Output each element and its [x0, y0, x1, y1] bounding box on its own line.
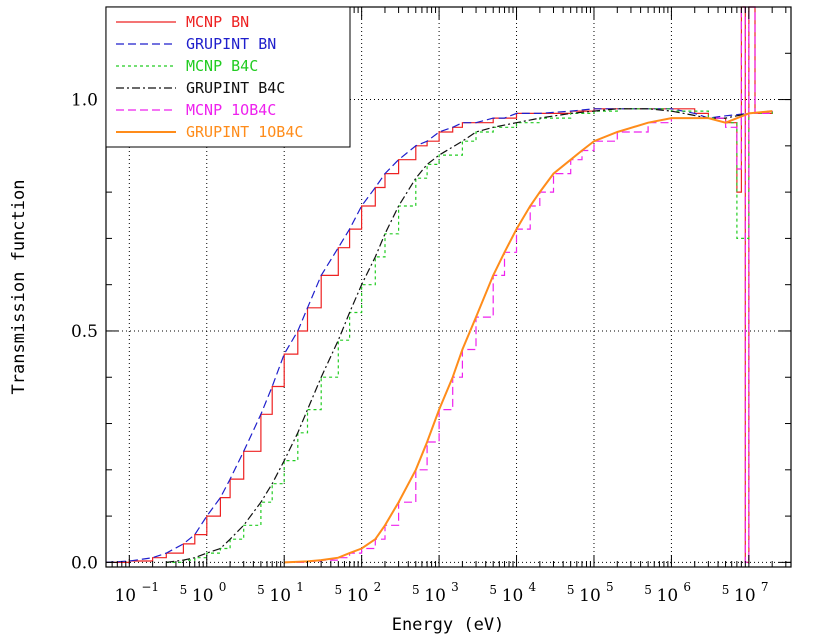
- x-minor-label: 5: [335, 583, 343, 597]
- x-tick-label: 10: [657, 586, 679, 606]
- axis-ticks: 10 −1 10 0 10 1 10 2 10 3 10 4 10 5 10 6 10 7 5 5 5 5 5 5 5 5 0.0 0…: [71, 6, 791, 606]
- x-tick-exponent: 2: [374, 580, 382, 594]
- x-tick-exponent: 5: [606, 580, 614, 594]
- x-tick-label: 10: [424, 586, 446, 606]
- x-tick-label: 10: [579, 586, 601, 606]
- x-minor-label: 5: [180, 583, 188, 597]
- x-minor-label: 5: [412, 583, 420, 597]
- legend-label: GRUPINT B4C: [186, 79, 285, 97]
- legend-box: [105, 6, 351, 148]
- x-minor-label: 5: [489, 583, 497, 597]
- x-tick-exponent: 0: [219, 580, 227, 594]
- legend-label: MCNP BN: [186, 13, 249, 31]
- y-tick-label: 1.0: [71, 91, 98, 111]
- series-line-5: [284, 110, 773, 564]
- x-tick-label: 10: [192, 586, 214, 606]
- x-minor-label: 5: [567, 583, 575, 597]
- x-tick-exponent: 6: [683, 580, 691, 594]
- y-tick-label: 0.0: [71, 553, 98, 573]
- legend-label: MCNP B4C: [186, 57, 258, 75]
- y-tick-label: 0.5: [71, 322, 98, 342]
- legend-label: MCNP 1OB4C: [186, 101, 276, 119]
- data-series: [105, 6, 773, 564]
- x-tick-label: 10: [502, 586, 524, 606]
- x-tick-exponent: 1: [296, 580, 304, 594]
- legend-label: GRUPINT BN: [186, 35, 276, 53]
- x-tick-exponent: 4: [529, 580, 537, 594]
- series-line-3: [166, 108, 773, 563]
- x-tick-exponent: 3: [451, 580, 459, 594]
- x-tick-label: 10: [347, 586, 369, 606]
- series-line-4: [284, 6, 773, 563]
- x-tick-exponent: 7: [761, 580, 769, 594]
- series-line-1: [105, 108, 773, 563]
- x-tick-exponent: −1: [141, 580, 159, 594]
- x-axis-title: Energy (eV): [392, 615, 505, 635]
- x-minor-label: 5: [644, 583, 652, 597]
- x-tick-label: 10: [114, 586, 136, 606]
- legend: MCNP BN GRUPINT BN MCNP B4C GRUPINT B4C MCNP…: [105, 6, 351, 148]
- x-minor-label: 5: [722, 583, 730, 597]
- x-tick-label: 10: [269, 586, 291, 606]
- x-minor-label: 5: [257, 583, 265, 597]
- x-tick-label: 10: [734, 586, 756, 606]
- plot-frame: [105, 6, 792, 568]
- y-axis-title: Transmission function: [9, 180, 29, 395]
- legend-label: GRUPINT 1OB4C: [186, 123, 303, 141]
